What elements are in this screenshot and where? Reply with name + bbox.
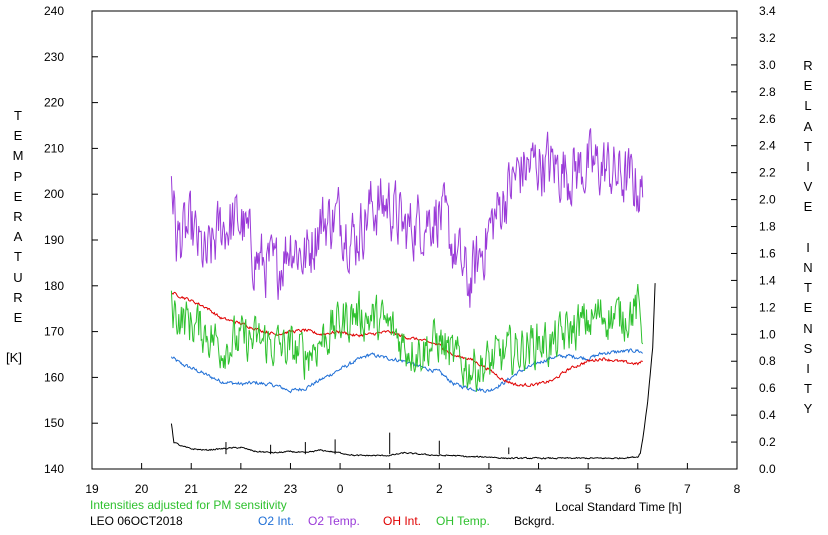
right-tick-label: 2.0 bbox=[759, 193, 776, 207]
axis-title-letter: E bbox=[13, 188, 23, 204]
axis-title-letter: L bbox=[804, 98, 812, 114]
x-tick-label: 5 bbox=[585, 482, 592, 496]
axis-title-letter: T bbox=[804, 138, 812, 154]
axis-title-letter: E bbox=[803, 199, 813, 215]
right-tick-label: 1.0 bbox=[759, 327, 776, 341]
station-label: LEO 06OCT2018 bbox=[90, 514, 183, 528]
series-o2-temp-line bbox=[170, 128, 644, 308]
right-tick-label: 1.6 bbox=[759, 246, 776, 260]
axis-title-letter: [K] bbox=[6, 350, 22, 366]
left-tick-label: 170 bbox=[44, 325, 64, 339]
series-oh-temp-line bbox=[170, 284, 644, 392]
axis-title-letter: R bbox=[13, 289, 23, 305]
left-tick-label: 180 bbox=[44, 279, 64, 293]
axis-title-letter: I bbox=[806, 361, 810, 376]
x-tick-label: 1 bbox=[386, 482, 393, 496]
left-tick-label: 230 bbox=[44, 50, 64, 64]
right-tick-label: 3.0 bbox=[759, 58, 776, 72]
left-axis-ticks: 140 150 160 170 180 190 200 210 220 230 240 bbox=[44, 4, 98, 476]
series-o2-int-line bbox=[170, 348, 644, 394]
x-tick-label: 0 bbox=[337, 482, 344, 496]
right-tick-label: 1.2 bbox=[759, 300, 776, 314]
axis-title-letter: S bbox=[803, 340, 813, 356]
x-axis-ticks: 19 20 21 22 23 0 1 2 3 4 5 6 7 8 bbox=[85, 463, 741, 496]
right-tick-label: 2.8 bbox=[759, 85, 776, 99]
axis-title-letter: T bbox=[804, 381, 812, 397]
x-tick-label: 2 bbox=[436, 482, 443, 496]
left-tick-label: 190 bbox=[44, 233, 64, 247]
legend-bckgrd: Bckgrd. bbox=[514, 514, 555, 528]
left-tick-label: 200 bbox=[44, 187, 64, 201]
right-axis-ticks: 0.0 0.2 0.4 0.6 0.8 1.0 1.2 1.4 1.6 1.8 2.0 2.2 2.4 2… bbox=[731, 4, 776, 476]
axis-title-letter: E bbox=[803, 78, 813, 94]
right-tick-label: 2.2 bbox=[759, 166, 776, 180]
left-tick-label: 160 bbox=[44, 370, 64, 384]
axis-title-letter: I bbox=[806, 239, 810, 255]
axis-title-letter: R bbox=[803, 58, 813, 73]
pm-note: Intensities adjusted for PM sensitivity bbox=[90, 498, 287, 512]
x-tick-label: 20 bbox=[135, 482, 149, 496]
axis-title-letter: N bbox=[803, 260, 813, 275]
legend-o2-temp: O2 Temp. bbox=[308, 514, 360, 528]
legend-oh-temp: OH Temp. bbox=[436, 514, 490, 528]
right-tick-label: 0.6 bbox=[759, 381, 776, 395]
axis-title-letter: M bbox=[12, 148, 24, 164]
axis-title-letter: V bbox=[803, 179, 813, 195]
axis-title-letter: P bbox=[13, 168, 23, 184]
axis-title-letter: E bbox=[803, 300, 813, 316]
right-tick-label: 0.4 bbox=[759, 408, 776, 422]
x-tick-label: 7 bbox=[684, 482, 691, 496]
legend-o2-int: O2 Int. bbox=[258, 514, 295, 528]
right-tick-label: 0.0 bbox=[759, 462, 776, 476]
right-tick-label: 1.4 bbox=[759, 273, 776, 287]
left-tick-label: 150 bbox=[44, 416, 64, 430]
x-tick-label: 4 bbox=[535, 482, 542, 496]
axis-title-letter: I bbox=[806, 159, 810, 174]
axis-title-letter: N bbox=[803, 320, 813, 336]
axis-title-letter: T bbox=[14, 108, 22, 123]
series-bckgrd-line bbox=[170, 283, 656, 460]
right-tick-label: 2.6 bbox=[759, 112, 776, 126]
axis-title-letter: E bbox=[13, 310, 23, 325]
right-tick-label: 0.2 bbox=[759, 435, 776, 449]
axis-title-letter: Y bbox=[803, 401, 813, 417]
left-tick-label: 220 bbox=[44, 96, 64, 110]
axis-title-letter: R bbox=[13, 209, 23, 224]
x-tick-label: 8 bbox=[734, 482, 741, 496]
x-tick-label: 21 bbox=[185, 482, 199, 496]
axis-title-letter: T bbox=[804, 280, 812, 296]
right-tick-label: 2.4 bbox=[759, 139, 776, 153]
left-tick-label: 140 bbox=[44, 462, 64, 476]
series-layer bbox=[170, 128, 656, 460]
right-tick-label: 3.2 bbox=[759, 31, 776, 45]
x-tick-label: 22 bbox=[234, 482, 248, 496]
x-tick-label: 23 bbox=[284, 482, 298, 496]
left-tick-label: 240 bbox=[44, 4, 64, 18]
axis-title-letter: A bbox=[13, 229, 23, 245]
x-tick-label: 19 bbox=[85, 482, 99, 496]
x-tick-label: 6 bbox=[634, 482, 641, 496]
x-axis-label: Local Standard Time [h] bbox=[555, 500, 682, 514]
left-tick-label: 210 bbox=[44, 141, 64, 155]
series-oh-int-line bbox=[171, 291, 643, 387]
right-tick-label: 0.8 bbox=[759, 354, 776, 368]
right-tick-label: 1.8 bbox=[759, 220, 776, 234]
axis-title-letter: T bbox=[14, 249, 22, 265]
axis-title-letter: E bbox=[13, 128, 23, 144]
right-tick-label: 3.4 bbox=[759, 4, 776, 18]
legend-oh-int: OH Int. bbox=[383, 514, 422, 528]
x-tick-label: 3 bbox=[486, 482, 493, 496]
axis-title-letter: A bbox=[803, 118, 813, 134]
axis-title-letter: U bbox=[13, 269, 23, 285]
